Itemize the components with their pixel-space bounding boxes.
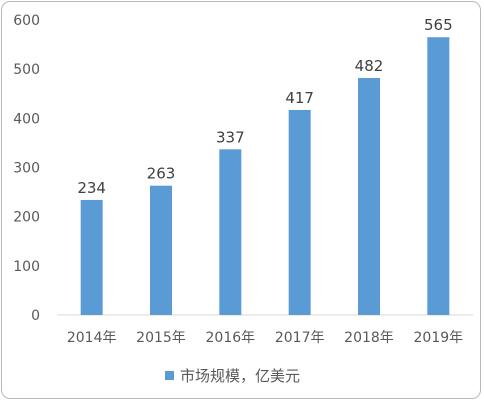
y-tick-label: 100 [13, 259, 40, 275]
bar-2018年 [358, 78, 380, 316]
legend: 市场规模，亿美元 [165, 365, 300, 385]
bar-2014年 [80, 199, 103, 315]
data-label: 263 [147, 165, 176, 183]
legend-label: 市场规模，亿美元 [180, 366, 301, 385]
data-label: 417 [285, 89, 314, 107]
data-label: 234 [77, 179, 106, 197]
x-tick-label: 2016年 [206, 330, 256, 346]
x-tick-label: 2015年 [136, 330, 186, 346]
bar-2015年 [150, 185, 172, 315]
x-axis-ticks: 2014年 2015年 2016年 2017年 2018年 2019年 [67, 330, 463, 346]
y-axis-ticks: 0 100 200 300 400 500 600 [13, 13, 40, 324]
bar-2019年 [427, 37, 450, 315]
y-tick-label: 400 [13, 111, 40, 127]
y-tick-label: 600 [13, 13, 40, 29]
y-tick-label: 200 [13, 210, 40, 226]
legend-swatch [165, 370, 174, 380]
data-label: 482 [355, 57, 384, 75]
data-labels: 234 263 337 417 482 565 [77, 16, 452, 197]
bar-2017年 [288, 109, 311, 315]
y-tick-label: 0 [31, 308, 40, 324]
y-tick-label: 300 [13, 161, 40, 177]
y-tick-label: 500 [13, 62, 40, 78]
x-tick-label: 2018年 [344, 330, 394, 346]
bar-2016年 [219, 149, 242, 315]
x-tick-label: 2019年 [414, 330, 464, 346]
bars [80, 37, 450, 316]
x-tick-label: 2014年 [67, 330, 117, 346]
data-label: 337 [216, 128, 245, 146]
x-tick-label: 2017年 [275, 330, 325, 346]
data-label: 565 [424, 16, 453, 34]
